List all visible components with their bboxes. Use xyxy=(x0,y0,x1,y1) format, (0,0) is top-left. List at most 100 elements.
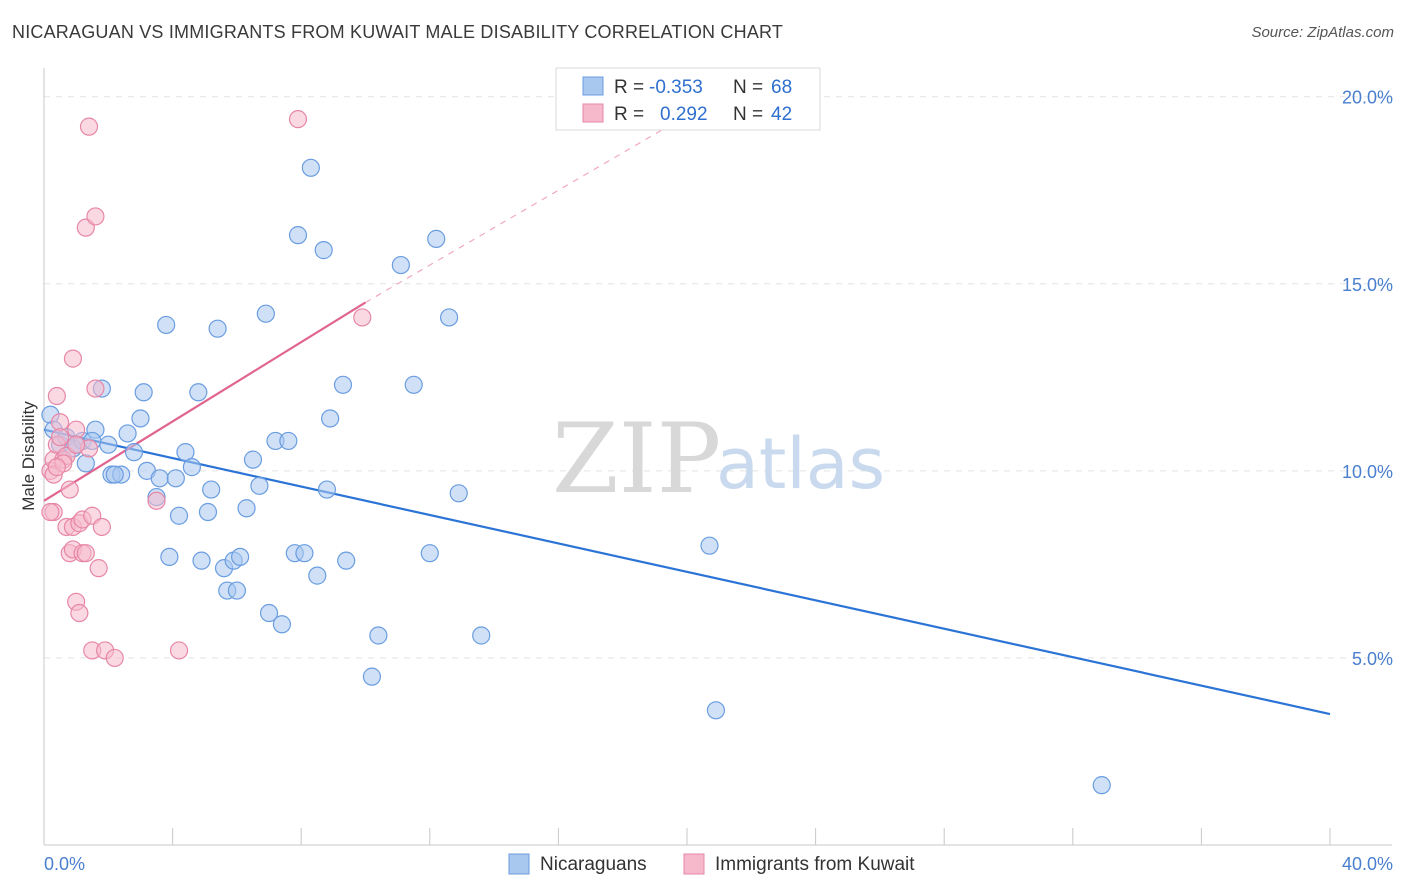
point-s1-14 xyxy=(63,349,83,368)
point-s0-22 xyxy=(169,506,189,525)
legend-n-value-1: 68 xyxy=(771,77,792,98)
series-legend: Nicaraguans Immigrants from Kuwait xyxy=(508,853,915,875)
point-s0-50 xyxy=(321,409,340,428)
watermark-zip: ZIP xyxy=(552,403,721,515)
point-s0-14 xyxy=(131,409,150,428)
point-s0-34 xyxy=(231,547,250,567)
trend-line-extension-1 xyxy=(365,114,688,304)
point-s0-46 xyxy=(301,158,320,177)
point-s1-40 xyxy=(67,435,86,454)
point-s0-36 xyxy=(243,450,263,469)
point-s0-49 xyxy=(317,480,337,499)
point-s1-11 xyxy=(60,480,79,499)
point-s0-42 xyxy=(279,431,298,451)
bottom-legend-swatch-nicaraguans xyxy=(508,853,530,875)
point-s0-12 xyxy=(118,424,137,443)
point-s0-20 xyxy=(160,547,179,567)
point-s0-13 xyxy=(124,443,144,462)
point-s0-9 xyxy=(99,435,118,454)
watermark-atlas: atlas xyxy=(716,423,885,505)
point-s0-64 xyxy=(1092,776,1111,795)
bottom-legend-label-nicaraguans: Nicaraguans xyxy=(540,854,647,875)
y-axis-label: Male Disability xyxy=(19,401,38,511)
point-s0-67 xyxy=(105,465,124,484)
point-s0-60 xyxy=(449,484,468,503)
point-s1-29 xyxy=(89,559,108,578)
point-s0-44 xyxy=(288,226,308,245)
point-s1-32 xyxy=(105,648,124,668)
point-s1-27 xyxy=(86,207,105,226)
point-s0-37 xyxy=(250,476,269,495)
point-s0-47 xyxy=(308,566,327,585)
bottom-legend-swatch-kuwait xyxy=(683,853,705,875)
point-s0-56 xyxy=(404,375,423,394)
legend-n-label-2: N = xyxy=(733,104,763,125)
point-s0-63 xyxy=(706,701,726,720)
axes xyxy=(43,68,1392,846)
point-s1-36 xyxy=(353,308,372,327)
point-s0-39 xyxy=(259,603,279,623)
point-s1-34 xyxy=(169,641,189,660)
point-s1-35 xyxy=(288,110,308,129)
point-s1-23 xyxy=(79,117,99,136)
point-s0-59 xyxy=(439,308,459,327)
point-s0-19 xyxy=(157,315,176,335)
y-tick-labels: 5.0% 10.0% 15.0% 20.0% xyxy=(1342,88,1393,669)
point-s1-6 xyxy=(50,428,70,447)
y-tick-label-3: 20.0% xyxy=(1342,88,1393,108)
x-tick-label-0: 0.0% xyxy=(44,854,85,874)
trend-line-1 xyxy=(43,301,367,502)
point-s0-21 xyxy=(166,469,185,488)
point-s1-22 xyxy=(76,544,95,563)
point-s0-45 xyxy=(295,544,314,563)
legend-r-value-1: -0.353 xyxy=(649,77,703,98)
point-s0-28 xyxy=(202,480,221,499)
x-tick-labels: 0.0% 40.0% xyxy=(44,854,1393,874)
point-s0-33 xyxy=(227,581,246,600)
point-s0-61 xyxy=(472,626,491,645)
data-points xyxy=(41,110,1111,795)
point-s0-38 xyxy=(256,304,275,323)
point-s1-33 xyxy=(147,491,166,510)
y-tick-label-1: 10.0% xyxy=(1342,462,1393,482)
legend-n-value-2: 42 xyxy=(771,104,792,125)
point-s0-62 xyxy=(700,536,719,555)
legend-r-value-2: 0.292 xyxy=(660,104,708,125)
legend-swatch-kuwait xyxy=(582,103,604,123)
point-s0-25 xyxy=(189,383,208,402)
point-s1-30 xyxy=(92,517,111,537)
point-s0-27 xyxy=(198,502,218,522)
point-s0-24 xyxy=(182,458,201,477)
point-s1-37 xyxy=(41,502,60,522)
point-s0-57 xyxy=(420,544,439,563)
bottom-legend-label-kuwait: Immigrants from Kuwait xyxy=(715,854,915,875)
y-tick-label-2: 15.0% xyxy=(1342,275,1393,295)
point-s1-28 xyxy=(86,379,105,398)
point-s0-23 xyxy=(176,443,195,462)
point-s0-54 xyxy=(369,626,388,645)
point-s0-15 xyxy=(134,383,153,402)
legend-r-label-2: R = xyxy=(614,104,644,125)
point-s0-6 xyxy=(76,454,95,473)
watermark: ZIP atlas xyxy=(552,403,885,515)
point-s0-26 xyxy=(192,551,211,570)
point-s0-51 xyxy=(333,375,353,394)
point-s0-41 xyxy=(272,615,292,634)
y-tick-label-0: 5.0% xyxy=(1352,649,1393,669)
point-s0-55 xyxy=(391,255,410,275)
point-s1-3 xyxy=(47,386,66,406)
legend-swatch-nicaraguans xyxy=(582,76,604,96)
point-s0-53 xyxy=(362,667,382,686)
chart-title: NICARAGUAN VS IMMIGRANTS FROM KUWAIT MAL… xyxy=(12,22,784,42)
point-s0-29 xyxy=(208,319,227,338)
stats-legend: R = -0.353 N = 68 R = 0.292 N = 42 xyxy=(555,67,821,131)
point-s0-48 xyxy=(314,241,333,260)
point-s0-52 xyxy=(337,551,356,570)
point-s1-18 xyxy=(70,603,89,623)
source-credit: Source: ZipAtlas.com xyxy=(1251,24,1394,41)
point-s1-41 xyxy=(47,458,66,477)
legend-n-label-1: N = xyxy=(733,77,763,98)
point-s0-35 xyxy=(237,499,256,518)
point-s0-18 xyxy=(150,469,169,488)
